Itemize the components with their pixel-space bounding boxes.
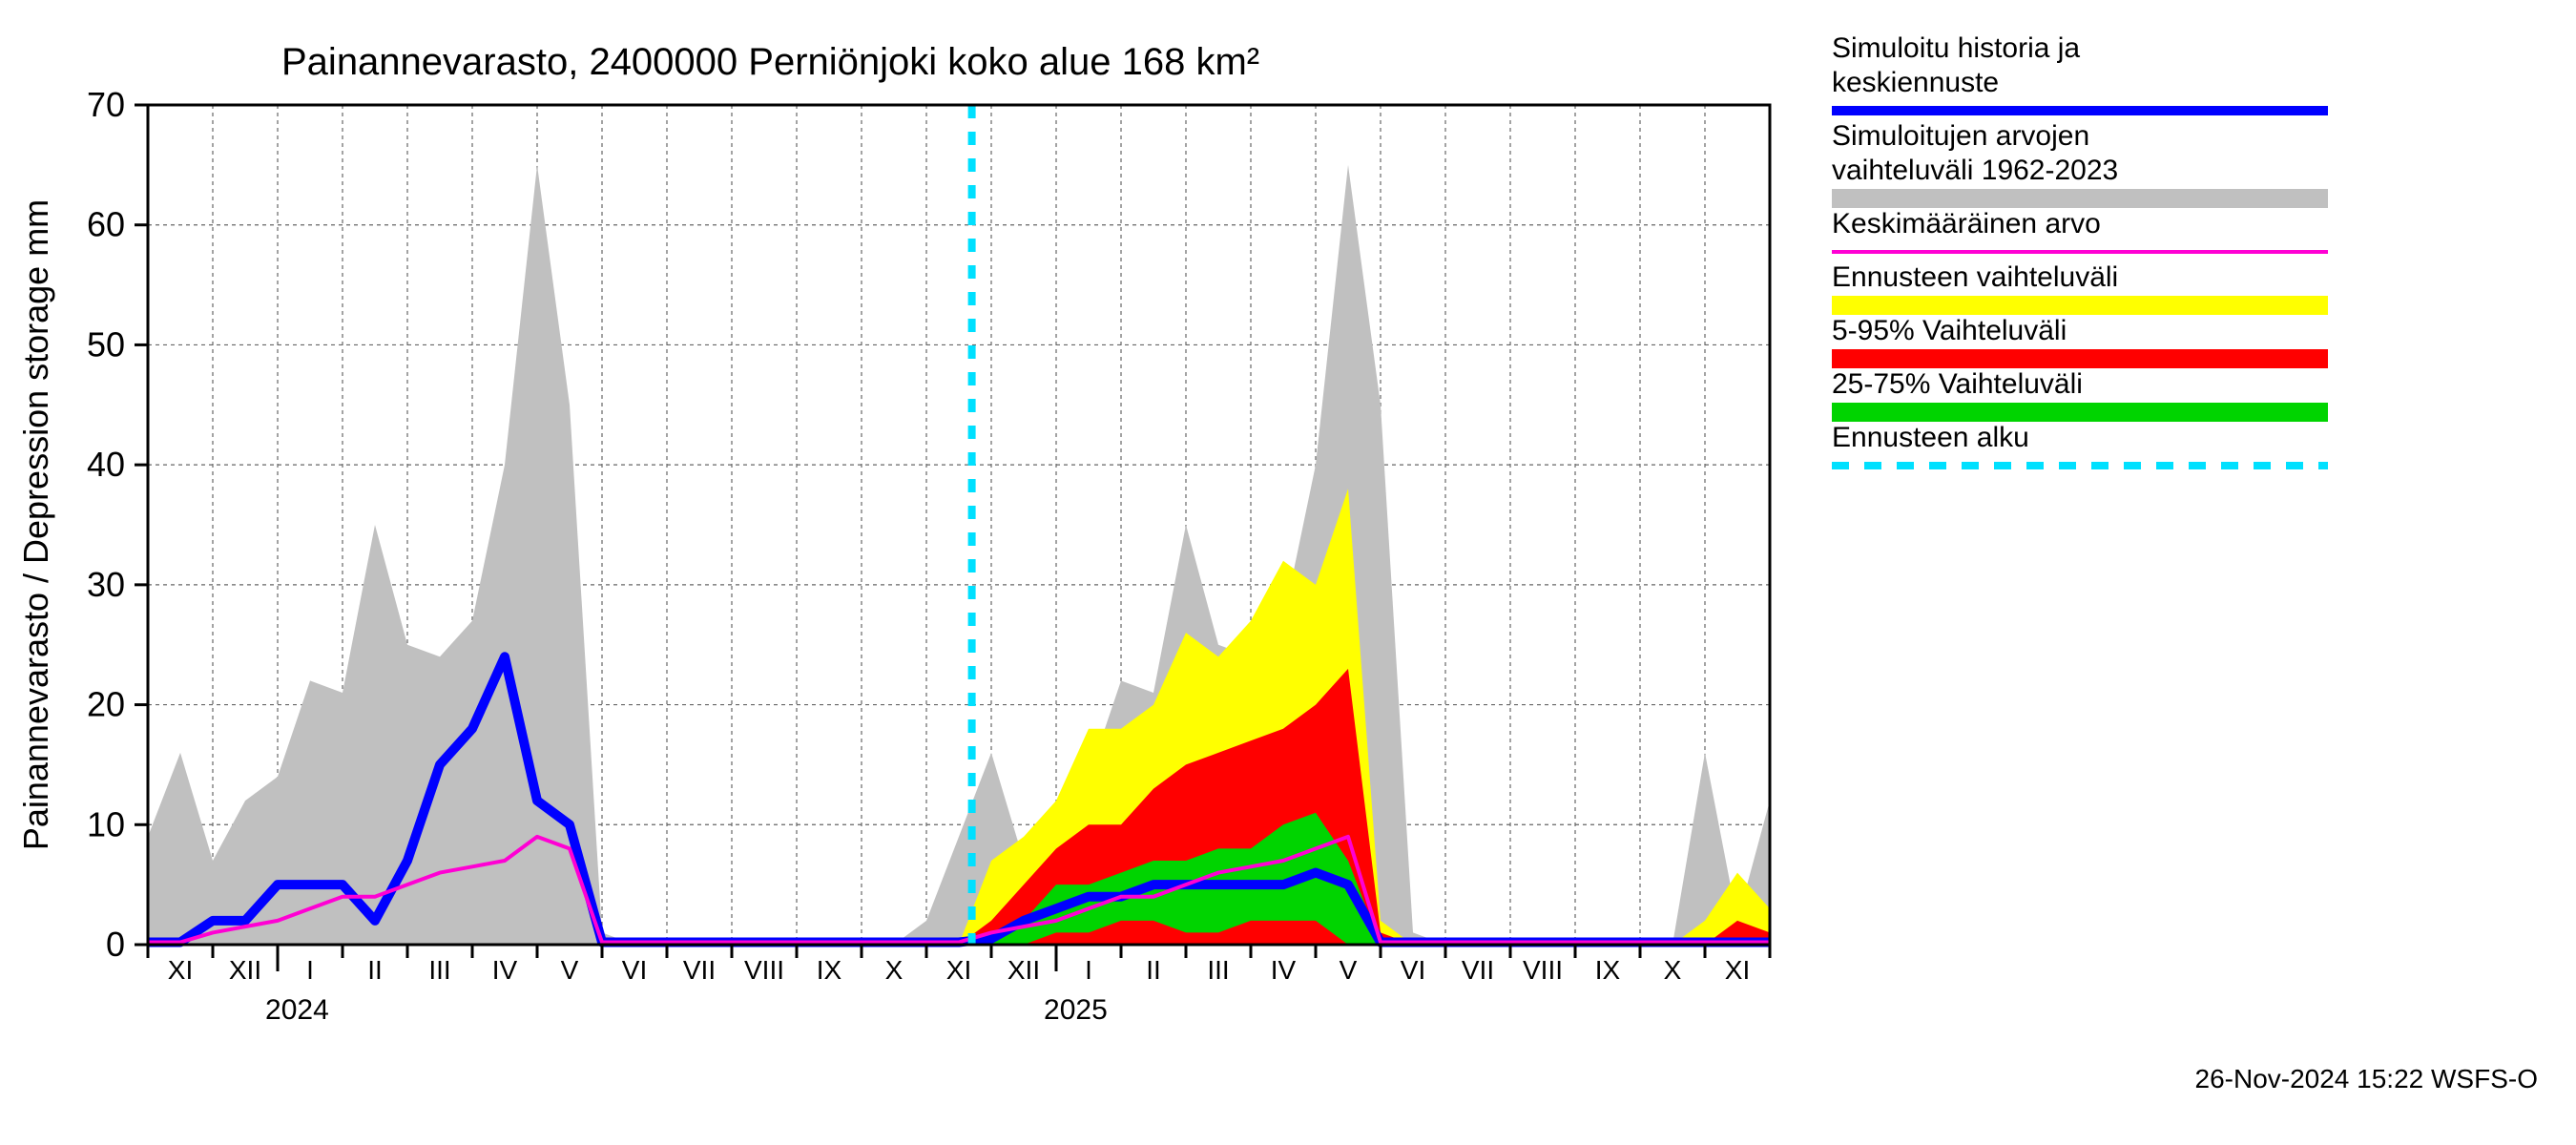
legend-label: Ennusteen vaihteluväli [1832,261,2118,293]
x-month-label: X [885,955,904,985]
y-tick-label: 20 [87,685,125,724]
legend-swatch [1832,189,2328,208]
x-year-label: 2024 [265,994,329,1026]
x-month-label: XII [229,955,261,985]
y-axis-label: Painannevarasto / Depression storage mm [16,199,55,850]
x-month-label: IV [1271,955,1297,985]
legend-label: Simuloitujen arvojen [1832,120,2089,152]
legend-label: Simuloitu historia ja [1832,32,2080,64]
x-month-label: XI [168,955,193,985]
legend-swatch [1832,403,2328,422]
x-month-label: VIII [1523,955,1563,985]
legend-swatch [1832,296,2328,315]
x-month-label: II [367,955,383,985]
x-month-label: VI [1401,955,1425,985]
y-tick-label: 70 [87,85,125,124]
legend-label: 5-95% Vaihteluväli [1832,315,2067,346]
legend-label: vaihteluväli 1962-2023 [1832,155,2118,186]
y-tick-label: 10 [87,804,125,843]
x-month-label: X [1664,955,1682,985]
x-month-label: III [1207,955,1229,985]
y-tick-label: 50 [87,324,125,364]
legend-label: 25-75% Vaihteluväli [1832,368,2083,400]
y-tick-label: 0 [106,925,125,964]
x-month-label: I [306,955,314,985]
x-month-label: V [1340,955,1358,985]
legend-label: keskiennuste [1832,67,1999,98]
y-tick-label: 30 [87,565,125,604]
y-tick-label: 60 [87,205,125,244]
footer-timestamp: 26-Nov-2024 15:22 WSFS-O [2195,1064,2539,1093]
x-month-label: IV [492,955,518,985]
chart-title: Painannevarasto, 2400000 Perniönjoki kok… [281,41,1259,83]
legend-label: Keskimääräinen arvo [1832,208,2101,239]
x-month-label: V [561,955,579,985]
x-month-label: II [1146,955,1161,985]
x-month-label: XI [1725,955,1750,985]
x-month-label: XII [1008,955,1040,985]
depression-storage-chart: 0 10 20 30 40 50 60 70 Painannevarasto / Depress… [0,0,2576,1145]
x-month-label: VII [1462,955,1494,985]
x-month-label: IX [817,955,842,985]
x-month-label: VII [683,955,716,985]
x-month-label: III [428,955,450,985]
legend-swatch [1832,349,2328,368]
x-month-label: VIII [744,955,784,985]
x-month-label: I [1085,955,1092,985]
x-month-label: IX [1595,955,1621,985]
x-month-label: VI [622,955,647,985]
x-month-label: XI [946,955,971,985]
y-tick-label: 40 [87,445,125,484]
x-year-label: 2025 [1044,994,1108,1026]
legend-label: Ennusteen alku [1832,422,2029,453]
